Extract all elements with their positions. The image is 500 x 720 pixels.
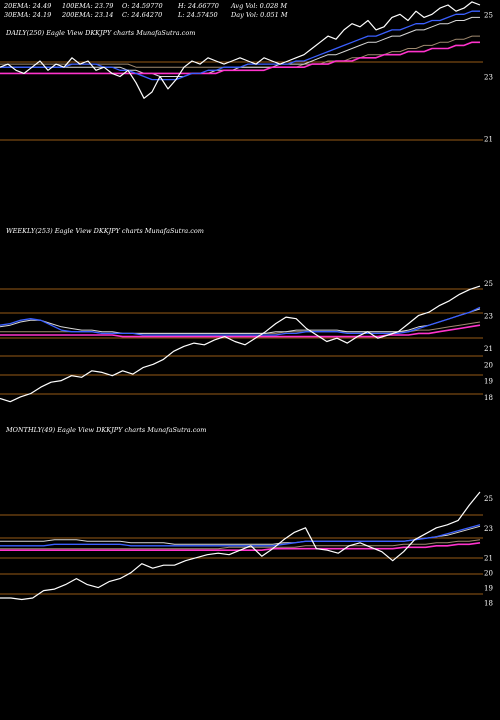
y-tick-label: 23 bbox=[484, 74, 493, 82]
low-readout-wrap: L: 24.57450 bbox=[178, 11, 218, 19]
y-tick-label: 23 bbox=[484, 312, 493, 320]
y-tick-label: 21 bbox=[484, 136, 493, 144]
ema20-line bbox=[0, 524, 481, 547]
weekly-panel-label: WEEKLY(253) Eagle View DKKJPY charts Mun… bbox=[6, 227, 204, 235]
ema100-readout: 100EMA: 23.79 bbox=[62, 2, 114, 10]
daily-panel-label: DAILY(250) Eagle View DKKJPY charts Muna… bbox=[6, 29, 196, 37]
low-readout: L: 24.57450 bbox=[178, 11, 218, 19]
ema20-line bbox=[0, 306, 481, 336]
header-row-2: 30EMA: 24.19 bbox=[4, 11, 51, 19]
y-tick-label: 19 bbox=[484, 585, 493, 593]
price-line bbox=[0, 285, 481, 403]
y-tick-label: 20 bbox=[484, 570, 493, 578]
price-line bbox=[0, 491, 481, 601]
ema20-readout: 20EMA: 24.49 bbox=[4, 2, 52, 10]
monthly-panel-label: MONTHLY(49) Eagle View DKKJPY charts Mun… bbox=[6, 426, 207, 434]
open-readout: O: 24.59770 bbox=[122, 2, 163, 10]
y-tick-label: 23 bbox=[484, 525, 493, 533]
ema200-readout-wrap: 200EMA: 23.14 bbox=[62, 11, 113, 19]
y-tick-label: 25 bbox=[484, 11, 493, 19]
y-tick-label: 25 bbox=[484, 280, 493, 288]
header-row-1: 20EMA: 24.49 bbox=[4, 2, 51, 10]
y-tick-label: 18 bbox=[484, 600, 493, 608]
ema100-readout-wrap: 100EMA: 23.79 bbox=[62, 2, 113, 10]
high-readout: H: 24.66770 bbox=[178, 2, 219, 10]
open-readout-wrap: O: 24.59770 bbox=[122, 2, 163, 10]
y-tick-label: 19 bbox=[484, 378, 493, 386]
ema30-line bbox=[0, 308, 481, 334]
y-tick-label: 18 bbox=[484, 394, 493, 402]
avgvol-readout: Avg Vol: 0.028 M bbox=[231, 2, 288, 10]
y-tick-label: 21 bbox=[484, 345, 493, 353]
y-tick-label: 20 bbox=[484, 361, 493, 369]
close-readout: C: 24.64270 bbox=[122, 11, 163, 19]
ema200-line bbox=[0, 41, 480, 75]
ema200-readout: 200EMA: 23.14 bbox=[62, 11, 114, 19]
y-tick-label: 21 bbox=[484, 555, 493, 563]
dayvol-readout-wrap: Day Vol: 0.051 M bbox=[231, 11, 288, 19]
y-tick-label: 25 bbox=[484, 495, 493, 503]
ema100-line bbox=[0, 539, 481, 550]
ema200-line bbox=[0, 324, 481, 338]
price-line bbox=[0, 1, 481, 99]
close-readout-wrap: C: 24.64270 bbox=[122, 11, 162, 19]
ema30-line bbox=[0, 525, 481, 545]
high-readout-wrap: H: 24.66770 bbox=[178, 2, 219, 10]
ema30-readout: 30EMA: 24.19 bbox=[4, 11, 52, 19]
dayvol-readout: Day Vol: 0.051 M bbox=[231, 11, 288, 19]
avgvol-readout-wrap: Avg Vol: 0.028 M bbox=[231, 2, 287, 10]
